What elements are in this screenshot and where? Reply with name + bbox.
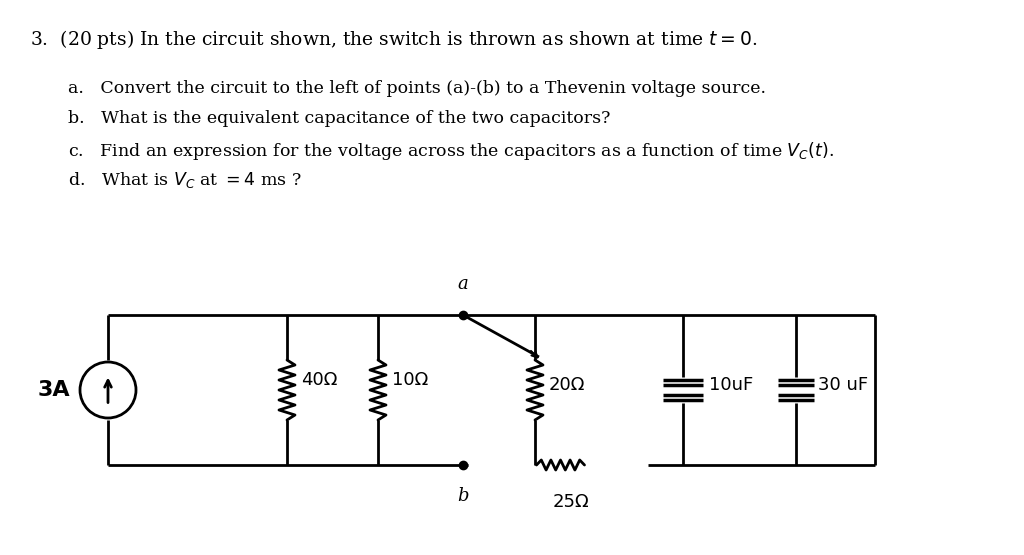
Text: 20Ω: 20Ω	[549, 376, 586, 394]
Text: a.   Convert the circuit to the left of points (a)-(b) to a Thevenin voltage sou: a. Convert the circuit to the left of po…	[68, 80, 766, 97]
Text: 25Ω: 25Ω	[552, 493, 589, 511]
Text: 3A: 3A	[37, 380, 70, 400]
Text: 30 uF: 30 uF	[818, 376, 868, 394]
Text: 3.  (20 pts) In the circuit shown, the switch is thrown as shown at time $t = 0$: 3. (20 pts) In the circuit shown, the sw…	[30, 28, 758, 51]
Text: 10Ω: 10Ω	[392, 371, 428, 389]
Text: b: b	[458, 487, 469, 505]
Text: d.   What is $V_C$ at $= 4$ ms ?: d. What is $V_C$ at $= 4$ ms ?	[68, 170, 302, 190]
Text: 10uF: 10uF	[709, 376, 754, 394]
Text: 40Ω: 40Ω	[301, 371, 337, 389]
Text: c.   Find an expression for the voltage across the capacitors as a function of t: c. Find an expression for the voltage ac…	[68, 140, 834, 162]
Text: a: a	[458, 275, 468, 293]
Text: b.   What is the equivalent capacitance of the two capacitors?: b. What is the equivalent capacitance of…	[68, 110, 610, 127]
